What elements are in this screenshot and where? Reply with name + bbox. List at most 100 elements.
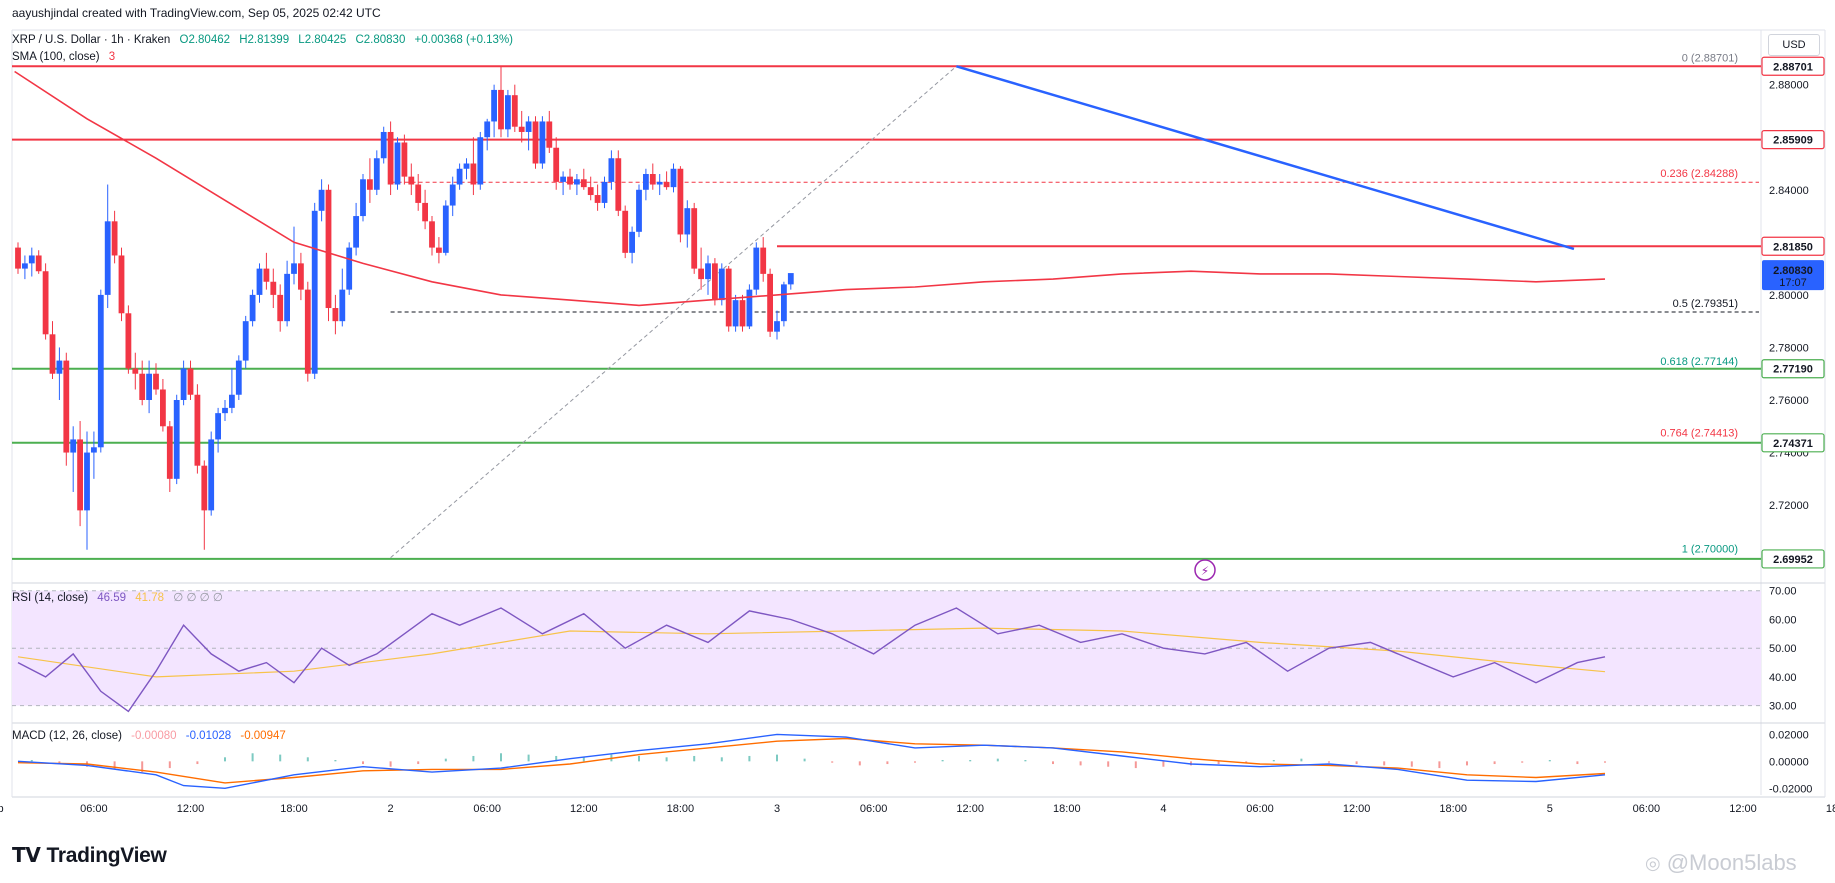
candle-body <box>408 176 415 185</box>
macd-histogram-bar <box>1493 761 1496 765</box>
candle-body <box>242 321 249 361</box>
candle-body <box>629 231 635 253</box>
candle-body <box>332 308 339 322</box>
rsi-axis-tick: 60.00 <box>1769 614 1797 626</box>
candle-body <box>173 400 180 479</box>
resistance-price-label: 2.85909 <box>1773 135 1813 147</box>
candle-body <box>194 394 201 466</box>
macd-histogram-bar <box>914 761 916 763</box>
symbol-title[interactable]: XRP / U.S. Dollar · 1h · Kraken <box>12 34 171 46</box>
macd-signal-value: -0.00947 <box>240 730 286 742</box>
fib-level-label: 0.764 (2.74413) <box>1660 428 1738 440</box>
macd-hist-value: -0.00080 <box>131 730 177 742</box>
time-axis-tick: 18:00 <box>1439 803 1467 815</box>
rsi-ma-value: 41.78 <box>135 592 165 604</box>
candle-body <box>339 289 346 322</box>
time-axis-tick: Sep <box>0 803 4 815</box>
sma-legend[interactable]: SMA (100, close) 3 <box>12 51 121 63</box>
macd-histogram-bar <box>251 753 254 762</box>
macd-axis-tick: -0.02000 <box>1769 783 1812 795</box>
candle-body <box>222 407 228 414</box>
resistance-price-tag <box>1761 56 1825 76</box>
macd-histogram-bar <box>1604 761 1606 763</box>
rsi-line <box>17 607 1606 713</box>
candle-body <box>166 426 173 479</box>
time-axis-tick: 06:00 <box>1246 803 1274 815</box>
macd-histogram-bar <box>555 755 558 762</box>
time-axis-tick: 3 <box>774 803 780 815</box>
time-axis-tick: 12:00 <box>1343 803 1371 815</box>
bearish-trendline <box>956 65 1575 251</box>
candle-body <box>643 174 649 190</box>
candle-body <box>373 158 380 190</box>
watermark-text: @Moon5labs <box>1666 850 1797 875</box>
macd-histogram-bar <box>196 761 199 765</box>
macd-histogram-bar <box>1217 761 1220 765</box>
candle-body <box>691 208 698 269</box>
price-legend: XRP / U.S. Dollar · 1h · Kraken O2.80462… <box>12 34 519 46</box>
macd-histogram-bar <box>941 760 944 762</box>
macd-histogram-bar <box>1438 761 1441 769</box>
time-axis-tick: 2 <box>388 803 394 815</box>
candle-body <box>42 271 49 335</box>
candle-body <box>753 247 760 290</box>
time-axis-tick: 06:00 <box>1633 803 1661 815</box>
rsi-axis-tick: 70.00 <box>1769 586 1797 598</box>
currency-button[interactable]: USD <box>1768 34 1820 56</box>
candle-body <box>698 268 704 280</box>
macd-histogram-bar <box>444 758 447 762</box>
sma-value: 3 <box>108 51 116 63</box>
time-axis-tick: 12:00 <box>177 803 205 815</box>
candle-body <box>511 95 518 127</box>
rsi-legend[interactable]: RSI (14, close) 46.59 41.78 ∅ ∅ ∅ ∅ <box>12 590 229 604</box>
candle-body <box>705 263 711 280</box>
candle-body <box>470 163 477 185</box>
candle-body <box>546 121 553 148</box>
macd-histogram-bar <box>168 761 171 769</box>
rsi-value: 46.59 <box>97 592 127 604</box>
fib-level-label: 1 (2.70000) <box>1682 544 1738 556</box>
candle-body <box>318 189 325 211</box>
chart-author-caption: aayushjindal created with TradingView.co… <box>12 6 381 20</box>
macd-histogram-bar <box>1466 761 1468 766</box>
candle-body <box>746 289 753 327</box>
support-price-tag <box>1761 359 1825 379</box>
candle-body <box>636 189 642 232</box>
legend-high: H2.81399 <box>239 34 290 46</box>
candle-body <box>781 284 787 322</box>
candle-body <box>56 360 63 374</box>
candle-body <box>263 268 270 282</box>
fib-level-label: 0.236 (2.84288) <box>1660 168 1738 180</box>
macd-histogram-bar <box>417 761 420 765</box>
sma-100-line <box>14 70 1606 307</box>
macd-legend[interactable]: MACD (12, 26, close) -0.00080 -0.01028 -… <box>12 730 292 742</box>
candle-body <box>15 247 21 269</box>
macd-histogram-bar <box>831 761 834 763</box>
candle-body <box>553 147 560 182</box>
resistance-price-tag <box>1761 236 1825 256</box>
candle-body <box>256 268 263 295</box>
macd-histogram-bar <box>1162 761 1165 767</box>
macd-histogram-bar <box>803 758 806 762</box>
candle-body <box>622 210 629 253</box>
price-axis-tick: 2.78000 <box>1769 342 1809 354</box>
candle-body <box>35 255 42 272</box>
tradingview-logo[interactable]: 𝗧𝗩 TradingView <box>12 843 167 868</box>
price-axis-tick: 2.72000 <box>1769 500 1809 512</box>
macd-histogram-bar <box>693 755 696 762</box>
candle-body <box>215 413 221 440</box>
candle-body <box>353 216 359 248</box>
candle-body <box>649 174 656 185</box>
fib-level-label: 0.618 (2.77144) <box>1660 356 1738 368</box>
macd-histogram-bar <box>969 760 972 762</box>
macd-histogram-bar <box>1383 761 1386 766</box>
support-price-label: 2.77190 <box>1773 364 1813 376</box>
candle-body <box>298 263 304 290</box>
macd-histogram-bar <box>1521 761 1524 763</box>
candle-body <box>484 121 491 138</box>
candle-body <box>712 263 718 301</box>
current-price-label: 2.80830 <box>1773 265 1813 277</box>
macd-histogram-bar <box>472 755 475 762</box>
resistance-price-label: 2.81850 <box>1773 241 1813 253</box>
